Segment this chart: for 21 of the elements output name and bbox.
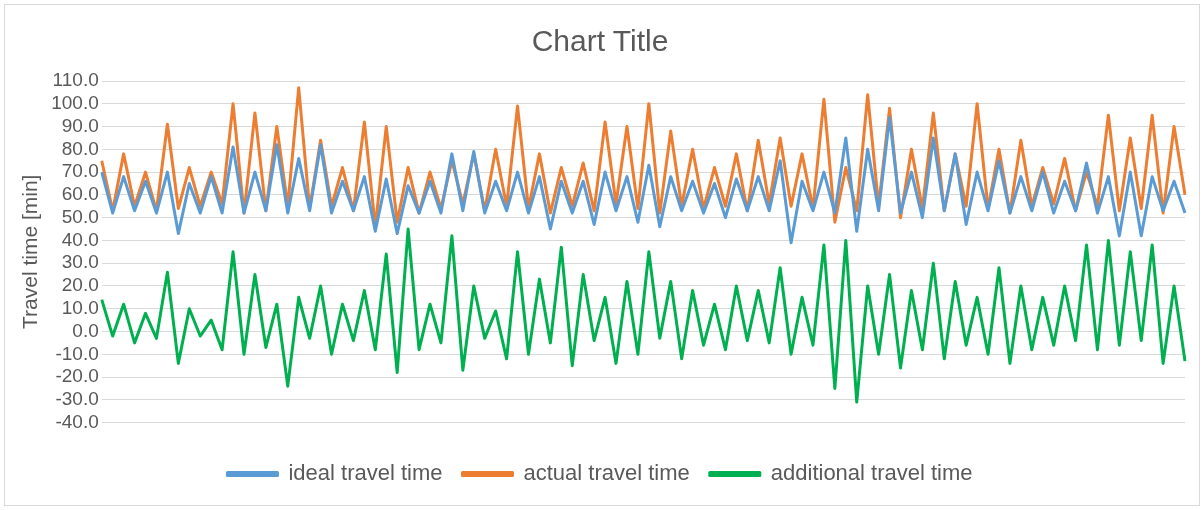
y-tick-label: -30.0 [55, 388, 99, 410]
legend-label: ideal travel time [288, 460, 443, 486]
y-tick-label: 40.0 [61, 228, 99, 250]
y-tick-label: 110.0 [52, 69, 99, 91]
y-tick-label: 0.0 [72, 319, 99, 341]
y-tick-label: -10.0 [55, 342, 99, 364]
y-tick-label: 70.0 [61, 160, 99, 182]
y-tick-label: 20.0 [61, 274, 99, 296]
y-axis-title: Travel time [min] [18, 174, 42, 330]
legend-label: additional travel time [770, 460, 973, 486]
y-tick-label: 80.0 [61, 137, 99, 159]
chart-title: Chart Title [531, 24, 669, 58]
y-tick-label: 50.0 [61, 205, 99, 227]
y-tick-label: 60.0 [61, 183, 99, 205]
y-tick-label: 10.0 [61, 296, 99, 318]
y-tick-label: 30.0 [61, 251, 99, 273]
y-tick-label: -20.0 [55, 365, 99, 387]
y-tick-label: -40.0 [55, 410, 99, 432]
y-tick-label: 90.0 [61, 114, 99, 136]
legend-label: actual travel time [523, 460, 690, 486]
y-tick-label: 100.0 [51, 92, 99, 114]
